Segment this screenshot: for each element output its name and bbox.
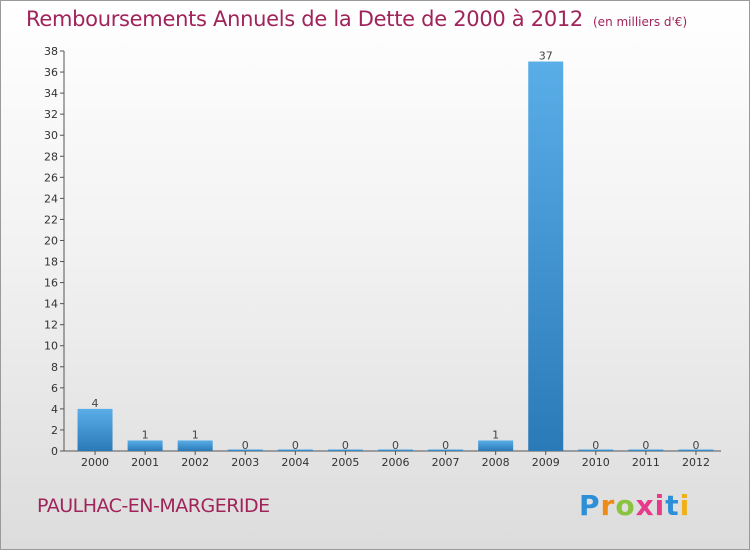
bar-value-label-2012: 0 <box>692 439 699 452</box>
y-tick-label: 2 <box>51 424 58 437</box>
unit-note: (en milliers d'€) <box>593 15 688 29</box>
y-tick-label: 0 <box>51 445 58 458</box>
bar-value-label-2006: 0 <box>392 439 399 452</box>
bar-2006 <box>378 449 413 451</box>
y-tick-label: 28 <box>44 150 58 163</box>
y-tick-label: 22 <box>44 213 58 226</box>
commune-name: PAULHAC-EN-MARGERIDE <box>37 495 270 517</box>
x-tick-label-2008: 2008 <box>482 456 510 469</box>
x-tick-label-2006: 2006 <box>382 456 410 469</box>
bar-value-label-2000: 4 <box>92 397 99 410</box>
x-tick-label-2012: 2012 <box>682 456 710 469</box>
proxiti-logo: Proxiti <box>579 489 691 522</box>
y-tick-label: 8 <box>51 361 58 374</box>
chart-title: Remboursements Annuels de la Dette de 20… <box>26 7 687 31</box>
bar-2012 <box>678 449 714 451</box>
y-tick-label: 14 <box>44 298 58 311</box>
bar-value-label-2011: 0 <box>642 439 649 452</box>
x-tick-label-2005: 2005 <box>331 456 359 469</box>
bar-2001 <box>127 440 163 451</box>
y-tick-label: 20 <box>44 234 58 247</box>
x-tick-label-2002: 2002 <box>181 456 209 469</box>
y-tick-label: 10 <box>44 340 58 353</box>
x-tick-label-2007: 2007 <box>432 456 460 469</box>
x-tick-label-2010: 2010 <box>582 456 610 469</box>
bars <box>77 61 714 452</box>
bar-value-label-2004: 0 <box>292 439 299 452</box>
x-tick-label-2009: 2009 <box>532 456 560 469</box>
y-tick-label: 36 <box>44 66 58 79</box>
x-tick-label-2001: 2001 <box>131 456 159 469</box>
bar-value-label-2007: 0 <box>442 439 449 452</box>
bar-2008 <box>478 440 514 451</box>
bar-value-label-2005: 0 <box>342 439 349 452</box>
bar-value-label-2001: 1 <box>142 428 149 441</box>
bar-2004 <box>277 449 313 451</box>
bar-value-labels: 4 1 1 0 0 0 0 0 1 37 0 0 0 <box>92 50 700 452</box>
y-tick-label: 26 <box>44 171 58 184</box>
x-tick-label-2000: 2000 <box>81 456 109 469</box>
y-tick-label: 34 <box>44 87 58 100</box>
bar-2000 <box>77 408 113 451</box>
bar-value-label-2010: 0 <box>592 439 599 452</box>
chart-title-text: Remboursements Annuels de la Dette de 20… <box>26 7 583 31</box>
x-axis: 2000 2001 2002 2003 2004 2005 2006 2007 2008 2009… <box>64 450 721 469</box>
bar-2011 <box>628 449 664 451</box>
x-tick-label-2011: 2011 <box>632 456 660 469</box>
y-tick-label: 18 <box>44 256 58 269</box>
bar-value-label-2003: 0 <box>242 439 249 452</box>
bar-2005 <box>327 449 363 451</box>
bar-2010 <box>578 449 614 451</box>
bar-value-label-2008: 1 <box>492 428 499 441</box>
bar-value-label-2002: 1 <box>192 428 199 441</box>
x-tick-label-2004: 2004 <box>281 456 309 469</box>
y-tick-label: 38 <box>44 45 58 58</box>
y-tick-label: 6 <box>51 382 58 395</box>
y-tick-label: 4 <box>51 403 58 416</box>
y-tick-label: 24 <box>44 192 58 205</box>
y-tick-label: 32 <box>44 108 58 121</box>
x-tick-label-2003: 2003 <box>231 456 259 469</box>
y-tick-label: 16 <box>44 277 58 290</box>
bar-2007 <box>428 449 464 451</box>
y-tick-label: 12 <box>44 319 58 332</box>
bar-value-label-2009: 37 <box>539 50 553 63</box>
bar-2009 <box>528 61 564 452</box>
bar-2002 <box>177 440 213 451</box>
bar-2003 <box>227 449 263 451</box>
y-tick-label: 30 <box>44 129 58 142</box>
